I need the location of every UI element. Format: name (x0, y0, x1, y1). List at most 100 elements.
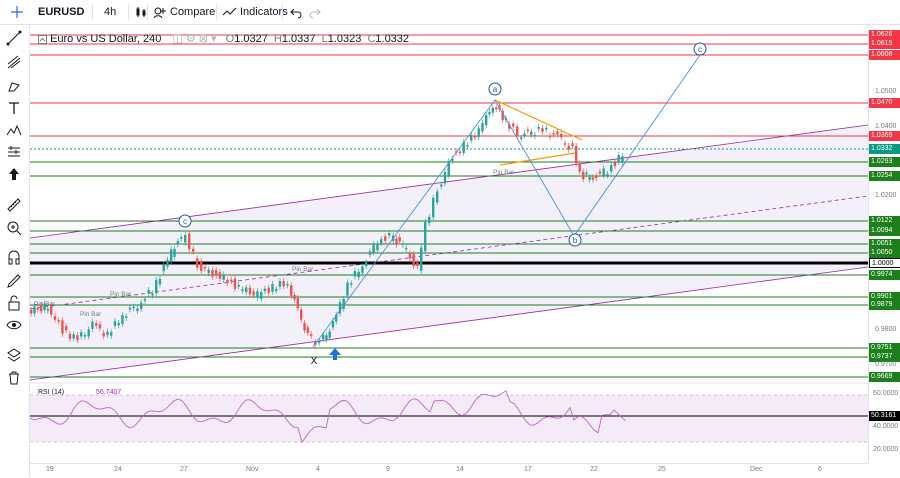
candle-body (473, 135, 477, 138)
arrow-icon[interactable] (4, 164, 24, 184)
price-scale[interactable]: 1.0626 1.0615 1.0608 1.0470 1.0369 1.0332 1.02… (868, 25, 900, 463)
candle-body (263, 288, 267, 292)
indicators-icon[interactable] (222, 0, 238, 24)
collapse-icon[interactable] (38, 34, 47, 44)
candle-body (33, 306, 36, 314)
candle-body (57, 320, 60, 322)
candle-body (95, 323, 98, 326)
candle-body (102, 332, 105, 337)
rsi-tick: 20.0000 (873, 446, 899, 453)
ohlc-high: 1.0337 (281, 33, 316, 45)
pin-bar-label: Pin Bar (493, 169, 515, 176)
candle-body (176, 241, 180, 245)
time-scale[interactable]: 19 24 27 Nov 4 9 14 17 22 25 Dec 6 (30, 463, 868, 478)
magnet-icon[interactable] (4, 248, 24, 268)
candle-body (215, 270, 218, 276)
candle-body (420, 247, 423, 271)
price-label: 0.9901 (869, 292, 900, 302)
candle-body (567, 145, 570, 150)
candle-body (267, 287, 270, 293)
text-icon[interactable] (4, 98, 24, 118)
candle-body (405, 247, 408, 250)
candle-body (293, 295, 296, 300)
pattern-icon[interactable] (4, 120, 24, 140)
candle-body (310, 334, 313, 336)
candle-body (598, 171, 602, 174)
candle-body (91, 321, 94, 329)
price-label: 1.0615 (869, 39, 900, 49)
candle-body (53, 316, 57, 320)
candle-body (72, 334, 75, 339)
candle-body (200, 261, 203, 271)
price-label: 0.9751 (869, 343, 900, 353)
candle-body (271, 284, 274, 292)
trash-icon[interactable] (4, 368, 24, 388)
candle-body (548, 135, 552, 138)
indicators-button[interactable]: Indicators (240, 6, 288, 18)
interval-button[interactable]: 4h (104, 6, 117, 18)
candle-body (610, 165, 613, 172)
brush-icon[interactable] (4, 76, 24, 96)
candle-body (416, 262, 419, 267)
candle-body (106, 331, 109, 336)
redo-icon[interactable] (309, 0, 321, 24)
crosshair-icon[interactable] (10, 0, 24, 24)
chart-type-icon[interactable] (135, 0, 147, 24)
candle-body (477, 128, 480, 138)
price-label: 1.0626 (869, 30, 900, 40)
undo-icon[interactable] (290, 0, 302, 24)
axis-tick: 0.9700 (875, 361, 897, 368)
draw-mode-icon[interactable] (4, 271, 24, 291)
candle-body (151, 293, 154, 296)
candle-body (65, 326, 68, 331)
ruler-icon[interactable] (4, 195, 24, 215)
candle-body (501, 110, 504, 121)
candle-body (552, 133, 555, 135)
candle-body (275, 289, 278, 291)
candle-body (252, 291, 255, 296)
candle-body (491, 107, 495, 113)
candle-body (346, 282, 349, 296)
eye-icon[interactable] (4, 315, 24, 335)
compare-button[interactable]: Compare (170, 6, 216, 18)
time-tick: 19 (46, 466, 54, 473)
candle-body (455, 151, 458, 153)
lock-icon[interactable] (4, 293, 24, 313)
svg-text:c: c (183, 217, 187, 226)
candle-body (282, 281, 285, 287)
settings-icon[interactable]: ◫ ⚙ ⊠ ▾ (172, 33, 217, 45)
candle-body (575, 146, 578, 164)
compare-icon[interactable] (152, 0, 168, 24)
price-chart[interactable]: a b c c X Pin Bar Pin Bar Pin Bar Pin Ba… (29, 25, 869, 463)
candle-body (303, 322, 306, 331)
candle-body (588, 177, 591, 180)
pin-bar-label: Pin Bar (110, 291, 132, 298)
candle-body (512, 123, 515, 127)
layers-icon[interactable] (4, 345, 24, 365)
top-toolbar: EURUSD 4h Compare Indicators (0, 0, 900, 25)
price-label: 0.9737 (869, 352, 900, 362)
price-label: 1.0051 (869, 239, 900, 249)
candle-body (380, 239, 383, 244)
pitchfork-icon[interactable] (4, 52, 24, 72)
symbol-search[interactable]: EURUSD (38, 6, 85, 18)
candle-body (203, 266, 207, 269)
candle-body (260, 292, 263, 299)
price-label: 1.0608 (869, 50, 900, 60)
wave-label-c-left: c (178, 214, 192, 228)
trendline-icon[interactable] (4, 28, 24, 48)
candle-body (222, 274, 225, 280)
rsi-tick: 40.0000 (873, 423, 899, 430)
candle-body (207, 269, 210, 273)
zoom-icon[interactable] (4, 218, 24, 238)
candle-body (76, 335, 79, 341)
prediction-icon[interactable] (4, 142, 24, 162)
candle-body (300, 309, 303, 320)
label-x: X (311, 356, 318, 367)
chart-pane[interactable]: a b c c X Pin Bar Pin Bar Pin Bar Pin Ba… (29, 25, 869, 463)
candle-body (368, 251, 372, 255)
channel-mid-line (29, 195, 869, 310)
svg-text:c: c (698, 45, 702, 54)
candle-body (147, 289, 150, 294)
candle-body (230, 279, 233, 282)
